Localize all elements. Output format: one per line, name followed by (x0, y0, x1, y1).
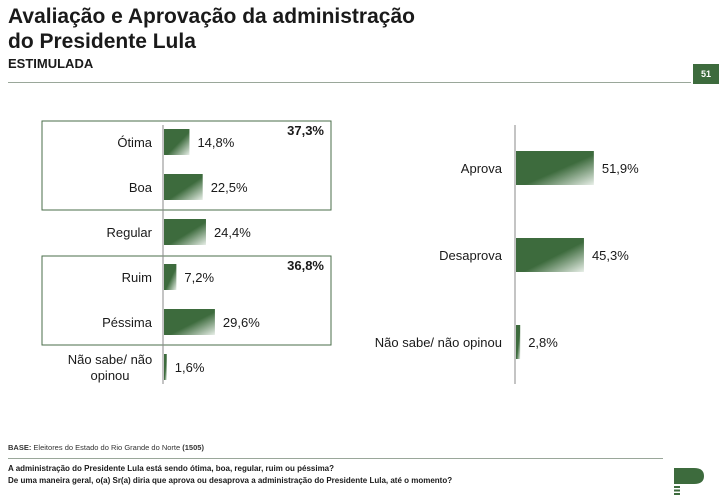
base-note: BASE: Eleitores do Estado do Rio Grande … (8, 443, 204, 452)
rating-category-ruim: Ruim (122, 270, 152, 285)
approval-value-aprova: 51,9% (602, 161, 639, 176)
rating-category-line-2: opinou (90, 368, 129, 383)
approval-category-desaprova: Desaprova (439, 248, 503, 263)
group-total-label-1: 37,3% (287, 123, 324, 138)
rating-chart: 37,3% 36,8% 14,8% Ótima 22,5% Boa 24,4% Regular… (41, 120, 332, 384)
rating-value-otima: 14,8% (197, 135, 234, 150)
rating-category-regular: Regular (106, 225, 152, 240)
base-count: (1505) (182, 443, 204, 452)
rating-category-otima: Ótima (117, 135, 152, 150)
approval-chart: 51,9% Aprova 45,3% Desaprova 2,8% Não sabe/ n… (375, 125, 639, 384)
approval-value-desaprova: 45,3% (592, 248, 629, 263)
rating-bar-pessima (164, 309, 215, 335)
rating-category-boa: Boa (129, 180, 153, 195)
question-approval: De uma maneira geral, o(a) Sr(a) diria q… (8, 476, 453, 485)
rating-value-regular: 24,4% (214, 225, 251, 240)
rating-category-pessima: Péssima (102, 315, 153, 330)
charts-canvas: 37,3% 36,8% 14,8% Ótima 22,5% Boa 24,4% Regular… (41, 120, 639, 384)
rating-value-nao-sabe-nao-opinou: 1,6% (175, 360, 205, 375)
title-line-2: do Presidente Lula (8, 30, 196, 53)
title-line-1: Avaliação e Aprovação da administração (8, 5, 415, 28)
rating-value-ruim: 7,2% (184, 270, 214, 285)
rating-value-pessima: 29,6% (223, 315, 260, 330)
approval-category-nao-sabe-nao-opinou: Não sabe/ não opinou (375, 335, 502, 350)
approval-bar-desaprova (516, 238, 584, 272)
rating-value-boa: 22,5% (211, 180, 248, 195)
group-box-1 (41, 120, 332, 211)
page-subtitle: ESTIMULADA (8, 56, 94, 71)
question-rating: A administração do Presidente Lula está … (8, 464, 335, 473)
group-box-2 (41, 255, 332, 346)
approval-category-aprova: Aprova (461, 161, 503, 176)
rating-bar-regular (164, 219, 206, 245)
rating-bar-boa (164, 174, 203, 200)
page-title: Avaliação e Aprovação da administração d… (8, 4, 415, 54)
rating-category-line-1: Não sabe/ não (68, 352, 153, 367)
footer-divider (8, 458, 663, 459)
header-divider (8, 82, 691, 83)
base-label: BASE: (8, 443, 32, 452)
group-total-label-2: 36,8% (287, 258, 324, 273)
approval-bar-nao-sabe-nao-opinou (516, 325, 521, 359)
rating-bar-nao-sabe-nao-opinou (164, 354, 167, 380)
base-text: Eleitores do Estado do Rio Grande do Nor… (31, 443, 183, 452)
brand-logo-icon (674, 468, 704, 495)
rating-bar-otima (164, 129, 190, 155)
page-number-badge: 51 (693, 64, 719, 84)
approval-bar-aprova (516, 151, 594, 185)
rating-bar-ruim (164, 264, 177, 290)
rating-category-nao-sabe-nao-opinou: Não sabe/ não opinou (68, 352, 153, 383)
approval-value-nao-sabe-nao-opinou: 2,8% (528, 335, 558, 350)
